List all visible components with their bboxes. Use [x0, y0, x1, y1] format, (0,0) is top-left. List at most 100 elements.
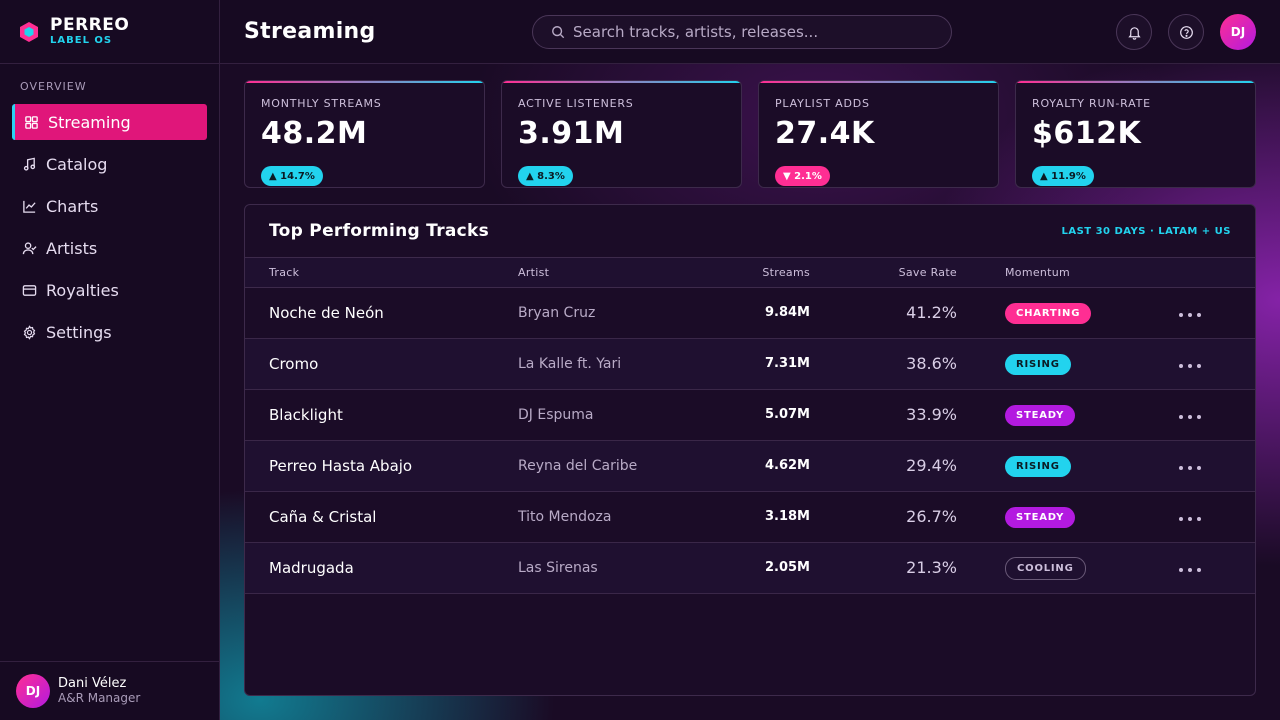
momentum-cell: COOLING [957, 542, 1175, 594]
track-save-rate: 29.4% [810, 440, 957, 492]
hexagon-logo-icon [18, 21, 40, 43]
dot-icon [1197, 313, 1201, 317]
momentum-badge: RISING [1005, 456, 1071, 477]
sidebar-item-settings[interactable]: Settings [12, 314, 207, 350]
bell-icon [1127, 26, 1141, 40]
track-title: Caña & Cristal [245, 491, 518, 543]
dot-icon [1197, 364, 1201, 368]
sidebar-item-catalog[interactable]: Catalog [12, 146, 207, 182]
sidebar-item-label: Catalog [46, 154, 108, 174]
momentum-cell: STEADY [957, 389, 1175, 441]
help-button[interactable] [1168, 14, 1204, 50]
dot-icon [1179, 466, 1183, 470]
track-streams: 5.07M [728, 389, 810, 441]
dot-icon [1179, 517, 1183, 521]
sidebar-item-label: Royalties [46, 280, 119, 300]
column-header-momentum[interactable]: Momentum [957, 258, 1175, 288]
kpi-label: ACTIVE LISTENERS [518, 97, 634, 110]
momentum-cell: CHARTING [957, 287, 1175, 339]
more-options-button[interactable] [1175, 562, 1205, 578]
momentum-cell: RISING [957, 440, 1175, 492]
kpi-value: $612K [1032, 116, 1142, 151]
more-options-button[interactable] [1175, 409, 1205, 425]
more-options-button[interactable] [1175, 358, 1205, 374]
table-row[interactable]: Noche de Neón Bryan Cruz 9.84M 41.2% CHA… [245, 287, 1255, 339]
header-avatar[interactable]: DJ [1220, 14, 1256, 50]
kpi-card-playlist-adds[interactable]: PLAYLIST ADDS 27.4K ▼ 2.1% [758, 80, 999, 188]
track-artist: Bryan Cruz [518, 287, 728, 339]
table-row[interactable]: Blacklight DJ Espuma 5.07M 33.9% STEADY [245, 389, 1255, 441]
dot-icon [1179, 568, 1183, 572]
dot-icon [1188, 415, 1192, 419]
track-streams: 4.62M [728, 440, 810, 492]
dot-icon [1197, 517, 1201, 521]
grid-icon [23, 114, 39, 130]
sidebar-item-label: Streaming [48, 112, 131, 132]
kpi-value: 48.2M [261, 116, 368, 151]
track-save-rate: 38.6% [810, 338, 957, 390]
track-save-rate: 41.2% [810, 287, 957, 339]
track-artist: DJ Espuma [518, 389, 728, 441]
sidebar-item-label: Settings [46, 322, 112, 342]
tracks-table: Track Artist Streams Save Rate Momentum … [245, 258, 1255, 594]
kpi-label: PLAYLIST ADDS [775, 97, 870, 110]
kpi-delta-badge: ▲ 8.3% [518, 166, 573, 186]
momentum-badge: RISING [1005, 354, 1071, 375]
search-input[interactable] [573, 23, 933, 41]
brand[interactable]: PERREO LABEL OS [0, 0, 219, 64]
dot-icon [1197, 466, 1201, 470]
top-bar: Streaming DJ [220, 0, 1280, 64]
table-row[interactable]: Caña & Cristal Tito Mendoza 3.18M 26.7% … [245, 491, 1255, 543]
sidebar-item-artists[interactable]: Artists [12, 230, 207, 266]
track-save-rate: 21.3% [810, 542, 957, 594]
actions-cell [1175, 389, 1255, 441]
sidebar: PERREO LABEL OS OVERVIEW Streaming Catal… [0, 0, 220, 720]
table-scope-filter[interactable]: LAST 30 DAYS · LATAM + US [1061, 225, 1231, 237]
track-artist: Reyna del Caribe [518, 440, 728, 492]
actions-cell [1175, 440, 1255, 492]
column-header-track[interactable]: Track [245, 258, 518, 288]
more-options-button[interactable] [1175, 460, 1205, 476]
dot-icon [1197, 568, 1201, 572]
kpi-card-active-listeners[interactable]: ACTIVE LISTENERS 3.91M ▲ 8.3% [501, 80, 742, 188]
table-row[interactable]: Madrugada Las Sirenas 2.05M 21.3% COOLIN… [245, 542, 1255, 594]
user-name: Dani Vélez [58, 675, 127, 691]
more-options-button[interactable] [1175, 511, 1205, 527]
top-actions: DJ [1116, 14, 1256, 50]
table-row[interactable]: Perreo Hasta Abajo Reyna del Caribe 4.62… [245, 440, 1255, 492]
track-artist: Las Sirenas [518, 542, 728, 594]
kpi-label: ROYALTY RUN-RATE [1032, 97, 1151, 110]
dot-icon [1179, 364, 1183, 368]
dot-icon [1188, 517, 1192, 521]
actions-cell [1175, 542, 1255, 594]
user-profile[interactable]: DJ Dani Vélez A&R Manager [0, 661, 219, 720]
page-title: Streaming [244, 19, 376, 44]
column-header-artist[interactable]: Artist [518, 258, 728, 288]
kpi-card-monthly-streams[interactable]: MONTHLY STREAMS 48.2M ▲ 14.7% [244, 80, 485, 188]
sidebar-item-royalties[interactable]: Royalties [12, 272, 207, 308]
table-header-row: Track Artist Streams Save Rate Momentum [245, 258, 1255, 288]
column-header-streams[interactable]: Streams [728, 258, 810, 288]
credit-card-icon [21, 282, 37, 298]
notifications-button[interactable] [1116, 14, 1152, 50]
sidebar-item-streaming[interactable]: Streaming [12, 104, 207, 140]
table-body: Noche de Neón Bryan Cruz 9.84M 41.2% CHA… [245, 287, 1255, 594]
momentum-cell: RISING [957, 338, 1175, 390]
dot-icon [1188, 313, 1192, 317]
dot-icon [1188, 568, 1192, 572]
momentum-cell: STEADY [957, 491, 1175, 543]
user-check-icon [21, 240, 37, 256]
table-title: Top Performing Tracks [269, 221, 490, 241]
sidebar-item-charts[interactable]: Charts [12, 188, 207, 224]
column-header-save-rate[interactable]: Save Rate [810, 258, 957, 288]
user-meta: Dani Vélez A&R Manager [58, 675, 140, 706]
more-options-button[interactable] [1175, 307, 1205, 323]
kpi-card-royalty-run-rate[interactable]: ROYALTY RUN-RATE $612K ▲ 11.9% [1015, 80, 1256, 188]
momentum-badge: STEADY [1005, 507, 1076, 528]
table-row[interactable]: Cromo La Kalle ft. Yari 7.31M 38.6% RISI… [245, 338, 1255, 390]
music-note-icon [21, 156, 37, 172]
kpi-label: MONTHLY STREAMS [261, 97, 382, 110]
brand-text: PERREO LABEL OS [50, 17, 129, 46]
track-streams: 7.31M [728, 338, 810, 390]
momentum-badge: STEADY [1005, 405, 1076, 426]
